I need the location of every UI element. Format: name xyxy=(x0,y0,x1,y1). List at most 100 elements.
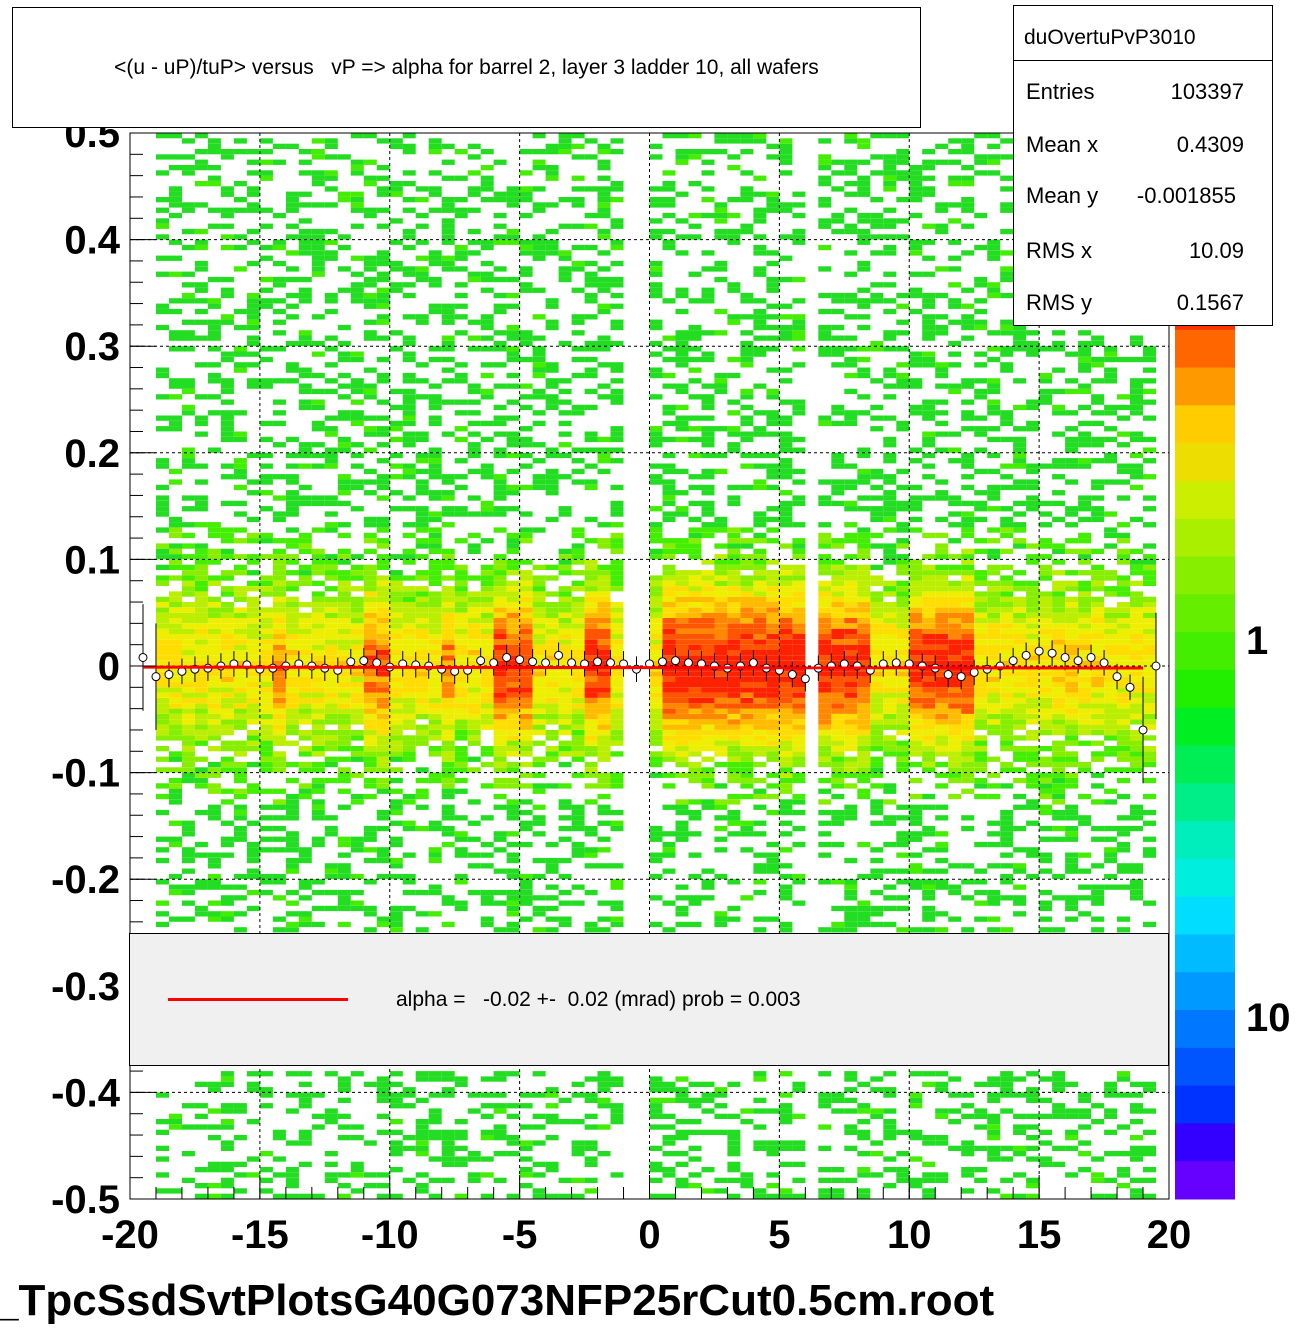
heatmap-cell xyxy=(818,154,832,160)
heatmap-cell xyxy=(727,708,741,714)
heatmap-cell xyxy=(156,671,169,677)
heatmap-cell xyxy=(909,500,923,507)
heatmap-cell xyxy=(675,218,689,224)
heatmap-cell xyxy=(584,618,598,624)
heatmap-cell xyxy=(181,346,195,352)
heatmap-cell xyxy=(831,420,845,427)
heatmap-cell xyxy=(428,527,442,533)
heatmap-cell xyxy=(779,644,793,650)
heatmap-cell xyxy=(779,612,793,618)
heatmap-cell xyxy=(701,1129,715,1135)
heatmap-cell xyxy=(597,234,611,240)
heatmap-cell xyxy=(532,714,546,720)
heatmap-cell xyxy=(441,676,455,682)
heatmap-cell xyxy=(246,687,260,693)
heatmap-cell xyxy=(857,724,871,730)
heatmap-cell xyxy=(675,346,689,352)
heatmap-cell xyxy=(649,1161,663,1167)
heatmap-cell xyxy=(675,335,689,341)
heatmap-cell xyxy=(220,383,234,389)
heatmap-cell xyxy=(558,857,572,864)
heatmap-cell xyxy=(298,911,312,917)
heatmap-cell xyxy=(454,149,468,155)
heatmap-cell xyxy=(896,559,910,565)
heatmap-cell xyxy=(402,799,416,805)
heatmap-cell xyxy=(831,639,845,645)
heatmap-cell xyxy=(337,500,351,507)
heatmap-cell xyxy=(779,650,793,656)
heatmap-cell xyxy=(156,793,169,800)
heatmap-cell xyxy=(389,687,403,693)
heatmap-cell xyxy=(740,415,754,421)
heatmap-cell xyxy=(597,538,611,544)
heatmap-cell xyxy=(831,623,845,629)
heatmap-cell xyxy=(844,1071,858,1077)
heatmap-cell xyxy=(467,239,481,245)
heatmap-cell xyxy=(169,724,182,730)
heatmap-cell xyxy=(246,602,260,608)
heatmap-cell xyxy=(922,532,936,539)
heatmap-cell xyxy=(285,559,299,565)
heatmap-cell xyxy=(740,228,754,235)
heatmap-cell xyxy=(558,746,572,752)
heatmap-cell xyxy=(246,378,260,384)
heatmap-cell xyxy=(402,266,416,272)
heatmap-cell xyxy=(519,783,533,789)
heatmap-cell xyxy=(194,682,208,688)
heatmap-cell xyxy=(792,618,806,624)
heatmap-cell xyxy=(389,692,403,698)
heatmap-cell xyxy=(506,506,520,512)
heatmap-cell xyxy=(194,1167,208,1173)
heatmap-cell xyxy=(194,564,208,570)
heatmap-cell xyxy=(194,879,208,885)
heatmap-cell xyxy=(376,522,390,528)
heatmap-cell xyxy=(753,383,767,389)
heatmap-cell xyxy=(844,1108,858,1114)
heatmap-cell xyxy=(467,468,481,475)
heatmap-cell xyxy=(662,847,676,853)
heatmap-cell xyxy=(169,682,182,688)
heatmap-cell xyxy=(181,825,195,832)
heatmap-cell xyxy=(480,1193,494,1199)
heatmap-cell xyxy=(169,378,182,384)
heatmap-cell xyxy=(156,458,169,464)
heatmap-cell xyxy=(506,330,520,336)
heatmap-cell xyxy=(688,591,702,597)
heatmap-cell xyxy=(363,516,377,523)
heatmap-cell xyxy=(701,1188,715,1194)
heatmap-cell xyxy=(922,895,936,901)
heatmap-cell xyxy=(415,591,429,597)
heatmap-cell xyxy=(662,831,676,837)
heatmap-cell xyxy=(169,255,182,261)
heatmap-cell xyxy=(896,1167,910,1173)
heatmap-cell xyxy=(259,735,273,741)
heatmap-cell xyxy=(480,761,494,768)
heatmap-cell xyxy=(662,772,676,778)
heatmap-cell xyxy=(480,618,494,624)
heatmap-cell xyxy=(662,356,676,363)
heatmap-cell xyxy=(545,175,559,181)
heatmap-cell xyxy=(649,319,663,325)
heatmap-cell xyxy=(662,452,676,459)
heatmap-cell xyxy=(870,292,884,299)
heatmap-cell xyxy=(701,149,715,155)
heatmap-cell xyxy=(909,447,923,453)
heatmap-cell xyxy=(831,841,845,848)
heatmap-cell xyxy=(792,596,806,602)
heatmap-cell xyxy=(298,335,312,341)
heatmap-cell xyxy=(519,1167,533,1173)
heatmap-cell xyxy=(376,250,390,256)
heatmap-cell xyxy=(662,538,676,544)
heatmap-cell xyxy=(675,698,689,704)
heatmap-cell xyxy=(610,1103,624,1109)
heatmap-cell xyxy=(649,751,663,757)
heatmap-cell xyxy=(532,255,546,261)
heatmap-cell xyxy=(298,1161,312,1167)
heatmap-cell xyxy=(506,586,520,592)
heatmap-cell xyxy=(597,149,611,155)
heatmap-cell xyxy=(675,751,689,757)
heatmap-cell xyxy=(545,650,559,656)
heatmap-cell xyxy=(740,761,754,768)
heatmap-cell xyxy=(350,506,364,512)
heatmap-cell xyxy=(259,591,273,597)
